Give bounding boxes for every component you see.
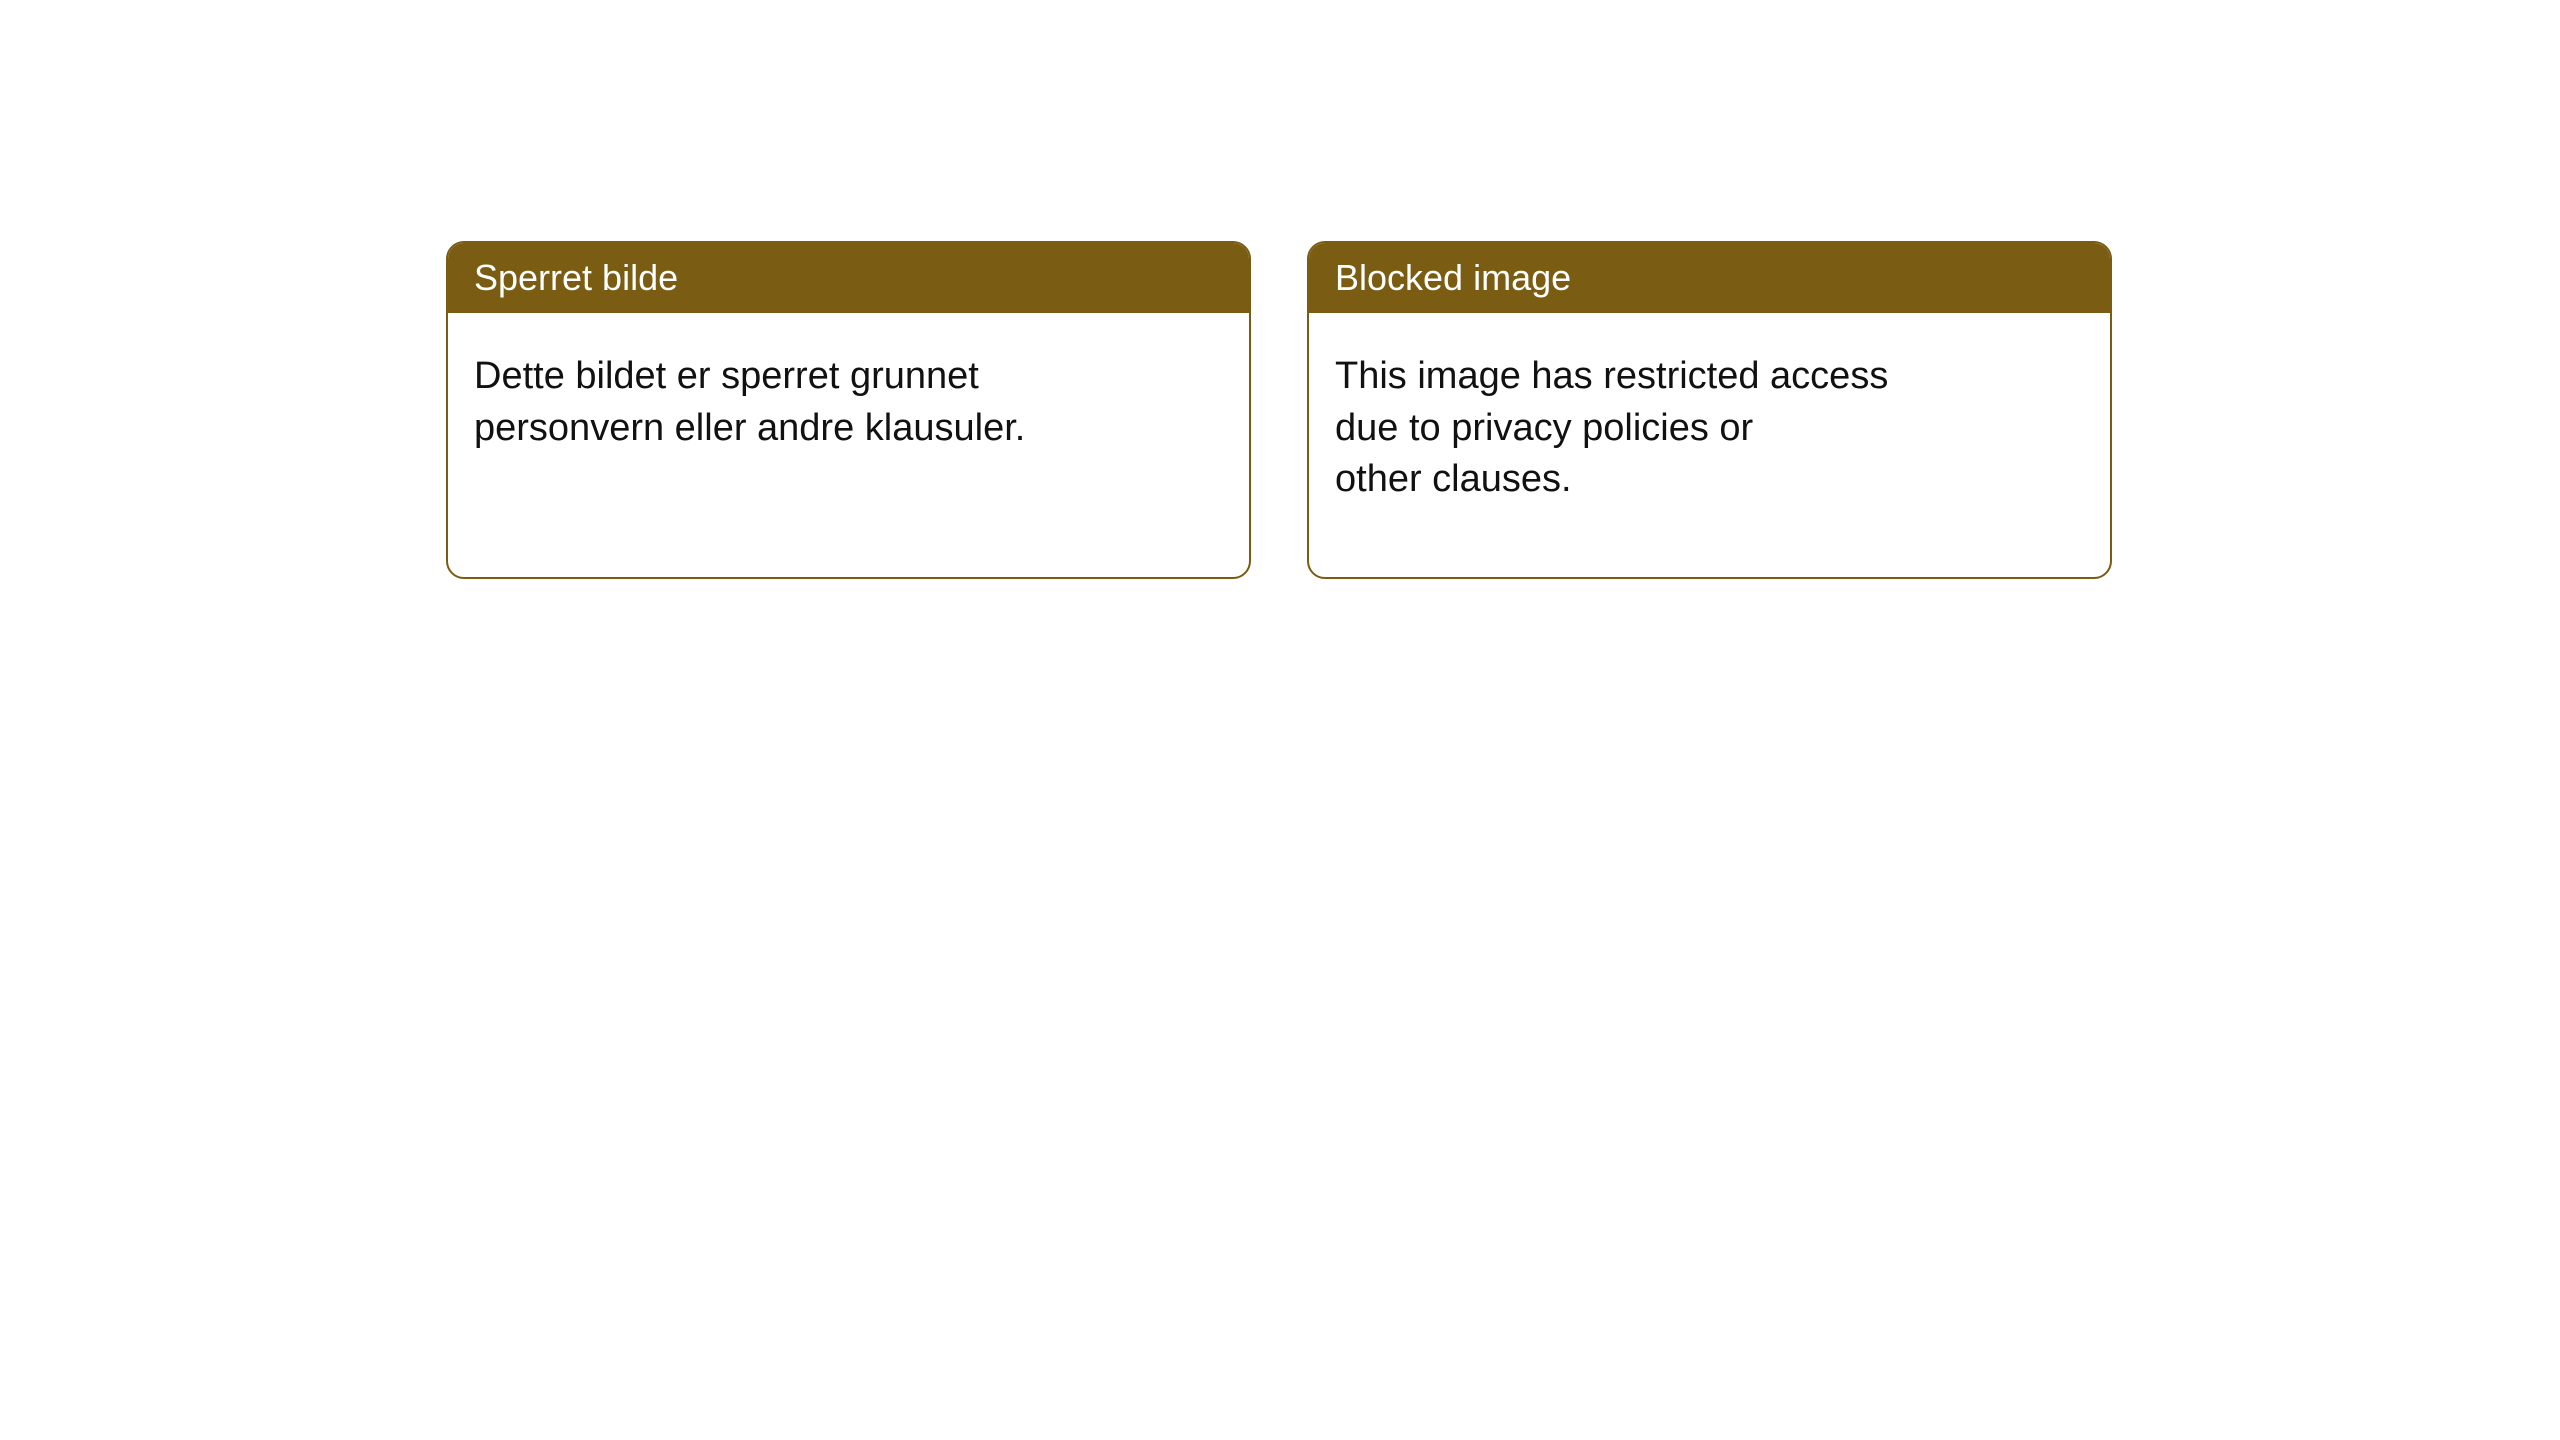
notice-header-no: Sperret bilde: [448, 243, 1249, 313]
notice-container: Sperret bilde Dette bildet er sperret gr…: [446, 241, 2112, 579]
notice-box-en: Blocked image This image has restricted …: [1307, 241, 2112, 579]
notice-header-en: Blocked image: [1309, 243, 2110, 313]
notice-body-no: Dette bildet er sperret grunnet personve…: [448, 313, 1249, 492]
notice-box-no: Sperret bilde Dette bildet er sperret gr…: [446, 241, 1251, 579]
notice-body-en: This image has restricted access due to …: [1309, 313, 2110, 544]
